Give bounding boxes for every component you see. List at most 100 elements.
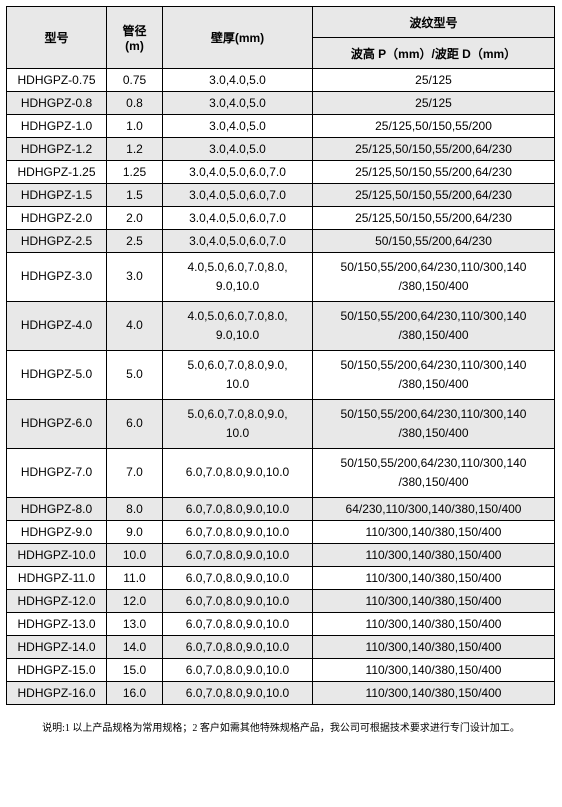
table-row: HDHGPZ-11.011.06.0,7.0,8.0,9.0,10.0110/3…: [7, 567, 555, 590]
cell-model: HDHGPZ-1.25: [7, 161, 107, 184]
table-row: HDHGPZ-1.251.253.0,4.0,5.0,6.0,7.025/125…: [7, 161, 555, 184]
cell-diameter: 11.0: [107, 567, 163, 590]
cell-diameter: 7.0: [107, 449, 163, 498]
cell-diameter: 10.0: [107, 544, 163, 567]
cell-wall: 4.0,5.0,6.0,7.0,8.0,9.0,10.0: [163, 253, 313, 302]
table-row: HDHGPZ-8.08.06.0,7.0,8.0,9.0,10.064/230,…: [7, 498, 555, 521]
cell-model: HDHGPZ-7.0: [7, 449, 107, 498]
table-row: HDHGPZ-9.09.06.0,7.0,8.0,9.0,10.0110/300…: [7, 521, 555, 544]
cell-diameter: 14.0: [107, 636, 163, 659]
cell-wave: 64/230,110/300,140/380,150/400: [313, 498, 555, 521]
table-row: HDHGPZ-6.06.05.0,6.0,7.0,8.0,9.0,10.050/…: [7, 400, 555, 449]
table-row: HDHGPZ-13.013.06.0,7.0,8.0,9.0,10.0110/3…: [7, 613, 555, 636]
cell-wall: 3.0,4.0,5.0: [163, 115, 313, 138]
header-diameter: 管径 (m): [107, 7, 163, 69]
header-wave-top: 波纹型号: [313, 7, 555, 38]
cell-wall: 6.0,7.0,8.0,9.0,10.0: [163, 449, 313, 498]
cell-diameter: 4.0: [107, 302, 163, 351]
cell-diameter: 0.8: [107, 92, 163, 115]
table-row: HDHGPZ-0.80.83.0,4.0,5.025/125: [7, 92, 555, 115]
cell-model: HDHGPZ-8.0: [7, 498, 107, 521]
cell-diameter: 5.0: [107, 351, 163, 400]
table-row: HDHGPZ-3.03.04.0,5.0,6.0,7.0,8.0,9.0,10.…: [7, 253, 555, 302]
cell-diameter: 2.0: [107, 207, 163, 230]
cell-wave: 25/125: [313, 69, 555, 92]
cell-wave: 110/300,140/380,150/400: [313, 613, 555, 636]
cell-wave: 110/300,140/380,150/400: [313, 659, 555, 682]
table-row: HDHGPZ-7.07.06.0,7.0,8.0,9.0,10.050/150,…: [7, 449, 555, 498]
cell-wave: 25/125,50/150,55/200: [313, 115, 555, 138]
cell-wave: 50/150,55/200,64/230,110/300,140/380,150…: [313, 400, 555, 449]
cell-wall: 3.0,4.0,5.0,6.0,7.0: [163, 207, 313, 230]
cell-diameter: 12.0: [107, 590, 163, 613]
cell-wave: 50/150,55/200,64/230,110/300,140/380,150…: [313, 449, 555, 498]
header-wall: 壁厚(mm): [163, 7, 313, 69]
cell-model: HDHGPZ-2.5: [7, 230, 107, 253]
cell-model: HDHGPZ-0.8: [7, 92, 107, 115]
cell-diameter: 2.5: [107, 230, 163, 253]
table-header: 型号 管径 (m) 壁厚(mm) 波纹型号 波高 P（mm）/波距 D（mm）: [7, 7, 555, 69]
cell-wall: 6.0,7.0,8.0,9.0,10.0: [163, 682, 313, 705]
table-row: HDHGPZ-2.52.53.0,4.0,5.0,6.0,7.050/150,5…: [7, 230, 555, 253]
cell-wall: 6.0,7.0,8.0,9.0,10.0: [163, 567, 313, 590]
cell-model: HDHGPZ-3.0: [7, 253, 107, 302]
cell-wave: 50/150,55/200,64/230,110/300,140/380,150…: [313, 351, 555, 400]
cell-wall: 3.0,4.0,5.0,6.0,7.0: [163, 230, 313, 253]
cell-wall: 3.0,4.0,5.0: [163, 69, 313, 92]
table-row: HDHGPZ-16.016.06.0,7.0,8.0,9.0,10.0110/3…: [7, 682, 555, 705]
table-row: HDHGPZ-15.015.06.0,7.0,8.0,9.0,10.0110/3…: [7, 659, 555, 682]
cell-wave: 25/125,50/150,55/200,64/230: [313, 161, 555, 184]
cell-wall: 6.0,7.0,8.0,9.0,10.0: [163, 498, 313, 521]
cell-model: HDHGPZ-1.5: [7, 184, 107, 207]
table-row: HDHGPZ-2.02.03.0,4.0,5.0,6.0,7.025/125,5…: [7, 207, 555, 230]
header-model: 型号: [7, 7, 107, 69]
cell-wave: 25/125,50/150,55/200,64/230: [313, 138, 555, 161]
cell-wave: 50/150,55/200,64/230,110/300,140/380,150…: [313, 302, 555, 351]
cell-model: HDHGPZ-1.0: [7, 115, 107, 138]
cell-model: HDHGPZ-15.0: [7, 659, 107, 682]
cell-wave: 110/300,140/380,150/400: [313, 544, 555, 567]
cell-model: HDHGPZ-9.0: [7, 521, 107, 544]
cell-wave: 110/300,140/380,150/400: [313, 682, 555, 705]
table-row: HDHGPZ-4.04.04.0,5.0,6.0,7.0,8.0,9.0,10.…: [7, 302, 555, 351]
table-row: HDHGPZ-5.05.05.0,6.0,7.0,8.0,9.0,10.050/…: [7, 351, 555, 400]
cell-diameter: 9.0: [107, 521, 163, 544]
cell-wall: 6.0,7.0,8.0,9.0,10.0: [163, 521, 313, 544]
cell-diameter: 15.0: [107, 659, 163, 682]
table-row: HDHGPZ-1.21.23.0,4.0,5.025/125,50/150,55…: [7, 138, 555, 161]
cell-model: HDHGPZ-10.0: [7, 544, 107, 567]
table-row: HDHGPZ-10.010.06.0,7.0,8.0,9.0,10.0110/3…: [7, 544, 555, 567]
cell-model: HDHGPZ-5.0: [7, 351, 107, 400]
cell-wall: 3.0,4.0,5.0,6.0,7.0: [163, 161, 313, 184]
cell-wall: 6.0,7.0,8.0,9.0,10.0: [163, 613, 313, 636]
cell-model: HDHGPZ-4.0: [7, 302, 107, 351]
cell-model: HDHGPZ-16.0: [7, 682, 107, 705]
cell-diameter: 6.0: [107, 400, 163, 449]
table-row: HDHGPZ-1.51.53.0,4.0,5.0,6.0,7.025/125,5…: [7, 184, 555, 207]
cell-wall: 3.0,4.0,5.0: [163, 92, 313, 115]
cell-model: HDHGPZ-2.0: [7, 207, 107, 230]
cell-wall: 6.0,7.0,8.0,9.0,10.0: [163, 590, 313, 613]
cell-wall: 4.0,5.0,6.0,7.0,8.0,9.0,10.0: [163, 302, 313, 351]
cell-diameter: 1.0: [107, 115, 163, 138]
cell-wall: 6.0,7.0,8.0,9.0,10.0: [163, 636, 313, 659]
cell-model: HDHGPZ-1.2: [7, 138, 107, 161]
cell-diameter: 13.0: [107, 613, 163, 636]
cell-model: HDHGPZ-6.0: [7, 400, 107, 449]
header-diameter-line2: (m): [125, 39, 144, 53]
table-row: HDHGPZ-1.01.03.0,4.0,5.025/125,50/150,55…: [7, 115, 555, 138]
cell-wall: 5.0,6.0,7.0,8.0,9.0,10.0: [163, 351, 313, 400]
cell-wave: 110/300,140/380,150/400: [313, 590, 555, 613]
cell-model: HDHGPZ-12.0: [7, 590, 107, 613]
header-diameter-line1: 管径: [122, 24, 146, 38]
cell-diameter: 16.0: [107, 682, 163, 705]
cell-wall: 3.0,4.0,5.0: [163, 138, 313, 161]
cell-model: HDHGPZ-14.0: [7, 636, 107, 659]
spec-table: 型号 管径 (m) 壁厚(mm) 波纹型号 波高 P（mm）/波距 D（mm） …: [6, 6, 555, 705]
cell-diameter: 1.2: [107, 138, 163, 161]
cell-wave: 25/125,50/150,55/200,64/230: [313, 207, 555, 230]
cell-wave: 110/300,140/380,150/400: [313, 636, 555, 659]
cell-wall: 3.0,4.0,5.0,6.0,7.0: [163, 184, 313, 207]
cell-wave: 110/300,140/380,150/400: [313, 567, 555, 590]
cell-wall: 6.0,7.0,8.0,9.0,10.0: [163, 544, 313, 567]
